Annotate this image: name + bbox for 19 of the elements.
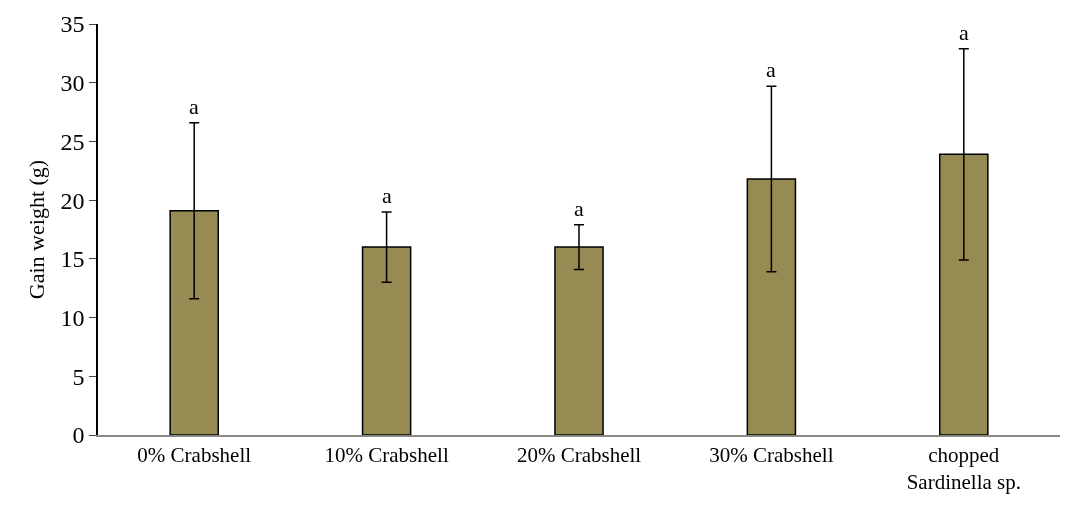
y-tick-label: 35 [60, 11, 85, 38]
annotation: a [382, 183, 392, 208]
y-tick-label: 30 [60, 70, 85, 97]
x-tick-label: 20% Crabshell [516, 442, 642, 467]
y-tick-label: 10 [60, 304, 85, 331]
annotation: a [189, 94, 199, 119]
y-tick-label: 0 [72, 422, 85, 449]
x-tick-label: 10% Crabshell [324, 442, 449, 467]
annotation: a [959, 20, 969, 45]
x-tick-label: chopped Sardinella sp. [906, 442, 1021, 495]
annotation: a [766, 57, 776, 82]
y-tick-label: 15 [60, 246, 85, 273]
annotation: a [574, 196, 584, 221]
y-tick-label: 20 [60, 187, 85, 214]
x-tick-label: 0% Crabshell [137, 442, 252, 467]
y-tick-label: 25 [60, 128, 85, 155]
y-tick-label: 5 [72, 363, 85, 390]
y-axis-title: Gain weight (g) [23, 159, 49, 300]
x-tick-label: 30% Crabshell [709, 442, 834, 467]
